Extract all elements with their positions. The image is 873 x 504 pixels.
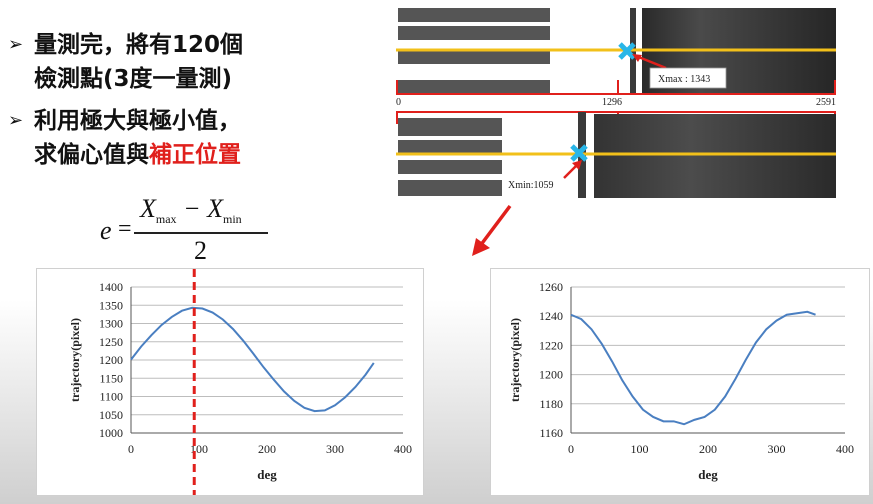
y-tick-label: 1240 [539,309,563,323]
scale-label-left: 0 [396,97,401,108]
y-tick-label: 1150 [99,371,123,385]
y-tick-label: 1180 [539,397,563,411]
slit-bar [398,80,550,94]
formula-sub-max: max [155,212,177,227]
y-axis-label: trajectory(pixel) [68,318,82,402]
scale-label-right: 2591 [816,97,836,108]
dark-region [594,114,836,198]
camera-image-top-svg: Xmax : 1343 0 1296 2591 [396,6,836,108]
x-tick-label: 0 [128,442,134,456]
eccentricity-formula: e = Xmax − Xmin 2 [96,194,286,268]
arrow-bullet-icon: ➢ [8,34,24,55]
formula-equals: = [118,216,132,242]
x-tick-label: 200 [699,442,717,456]
y-tick-label: 1160 [539,426,563,440]
y-tick-label: 1000 [99,426,123,440]
formula-numerator: Xmax − Xmin [140,194,242,227]
pointer-arrow [635,54,667,70]
slit-bar [398,160,502,174]
x-marker-icon [618,42,636,60]
arrow-head-icon [632,54,642,62]
slit-bar [398,140,502,154]
x-marker-icon [570,144,588,162]
y-tick-label: 1400 [99,280,123,294]
bullet-text-line: 求偏心值與 [34,142,149,168]
y-tick-label: 1350 [99,298,123,312]
series-line [570,310,816,426]
bullet-list: ➢ 量測完，將有120個 檢測點(3度一量測) ➢ 利用極大與極小值， 求偏心值… [8,28,338,180]
bullet-item: ➢ 利用極大與極小值， 求偏心值與補正位置 [8,104,338,172]
camera-image-bottom: Xmin:1059 [396,110,836,200]
y-tick-label: 1300 [99,317,123,331]
chart-svg: 1000 1050 1100 1150 1200 1250 1300 1350 1400 0 100… [68,269,412,495]
x-tick-label: 100 [631,442,649,456]
arrow-head-icon [572,160,582,170]
y-tick-label: 1220 [539,338,563,352]
x-tick-label: 0 [568,442,574,456]
formula-denominator: 2 [194,236,207,265]
bullet-text-line: 檢測點(3度一量測) [34,66,233,92]
xmax-label: Xmax : 1343 [658,74,710,85]
formula-sub-min: min [223,212,242,227]
camera-image-bottom-svg: Xmin:1059 [396,110,836,200]
x-tick-label: 300 [768,442,786,456]
x-tick-label: 400 [394,442,412,456]
slit-bar [398,8,550,22]
x-tick-label: 200 [258,442,276,456]
bullet-text-line: 量測完，將有120個 [34,32,244,58]
x-tick-label: 300 [326,442,344,456]
bullet-text-line: 利用極大與極小值， [34,108,241,134]
arrow-bullet-icon: ➢ [8,110,24,131]
chart-svg: 1160 1180 1200 1220 1240 1260 0 100 200 300 400 deg… [508,280,854,482]
slit-bar [398,26,550,40]
xmin-label: Xmin:1059 [508,180,554,191]
x-axis-label: deg [698,467,718,482]
formula-x: X [140,194,156,223]
x-axis-label: deg [257,467,277,482]
camera-image-top: Xmax : 1343 0 1296 2591 [396,6,836,110]
x-tick-label: 100 [190,442,208,456]
y-tick-label: 1200 [99,353,123,367]
series-line [130,306,375,413]
y-tick-label: 1050 [99,408,123,422]
y-tick-label: 1200 [539,368,563,382]
formula-lhs: e [100,216,112,245]
xmax-label-box [649,67,727,89]
y-axis-label: trajectory(pixel) [508,318,522,402]
y-tick-label: 1100 [99,390,123,404]
scale-label-mid: 1296 [602,97,622,108]
fraction-bar [134,232,268,234]
down-left-arrow-icon [472,204,512,256]
y-tick-label: 1260 [539,280,563,294]
slit-bar [398,118,502,136]
slit-bar [398,50,550,64]
x-tick-label: 400 [836,442,854,456]
slit-bar [398,180,502,196]
chart-max-trajectory: 1000 1050 1100 1150 1200 1250 1300 1350 1400 0 100… [36,268,424,496]
formula-minus-x: − X [176,194,223,223]
highlight-text: 補正位置 [149,142,241,168]
bullet-item: ➢ 量測完，將有120個 檢測點(3度一量測) [8,28,338,96]
y-tick-label: 1250 [99,335,123,349]
chart-min-trajectory: 1160 1180 1200 1220 1240 1260 0 100 200 300 400 deg… [490,268,870,496]
